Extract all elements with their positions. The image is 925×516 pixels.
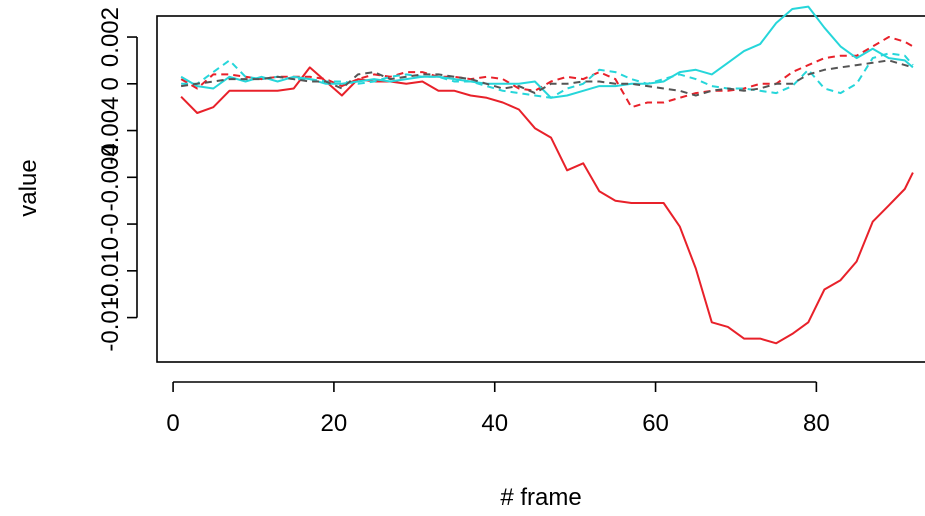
x-tick-label: 60 [642, 410, 669, 437]
x-tick-label: 0 [166, 410, 179, 437]
y-tick-label: 0 [97, 77, 124, 90]
series-layer [180, 5, 914, 345]
y-tick-label: 0.002 [97, 7, 124, 67]
y-tick-label: -0.004 [97, 143, 124, 211]
series-line-5 [180, 59, 914, 97]
y-axis-label: value [15, 159, 42, 216]
x-tick-label: 80 [803, 410, 830, 437]
y-tick-label: -0.004 [97, 97, 124, 165]
x-axis: 0 20 40 60 80 [166, 381, 830, 437]
x-tick-label: 20 [321, 410, 348, 437]
x-tick-label: 40 [481, 410, 508, 437]
plot-frame [156, 15, 925, 363]
x-axis-label: # frame [500, 484, 581, 511]
series-line-1 [180, 66, 914, 345]
series-line-4 [181, 52, 914, 99]
y-tick-label: -0.010 [97, 284, 124, 352]
y-tick-label: -0 [97, 213, 124, 234]
series-line-2 [180, 36, 914, 109]
y-tick-label: -0.010 [97, 237, 124, 305]
